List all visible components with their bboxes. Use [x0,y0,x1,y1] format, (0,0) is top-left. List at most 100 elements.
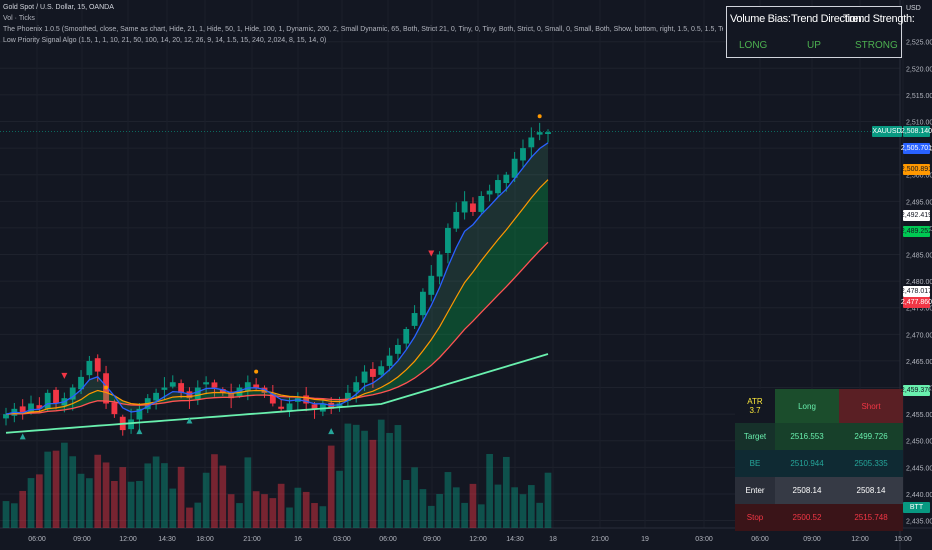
candle-body [369,368,376,377]
ema-200-line [5,353,549,434]
trend-strength-value: STRONG [855,40,898,51]
candle-body [445,227,451,253]
candle-body [253,384,260,388]
volume-bar [77,473,85,528]
candle-body [286,403,293,412]
y-tick-label: 2,445.000 [906,465,932,472]
x-tick-label: 21:00 [243,536,261,543]
price-label: BTT [903,502,930,514]
target-label: Target [735,423,775,450]
volume-bar [177,466,185,528]
volume-bar [527,485,535,528]
x-tick-label: 06:00 [379,536,397,543]
candle-body [94,358,101,372]
x-tick-label: 12:00 [851,536,869,543]
short-header: Short [839,389,903,423]
volume-bar [361,430,368,528]
buy-signal-icon [186,417,193,424]
x-tick-label: 03:00 [333,536,351,543]
price-label: 2,505.701 [900,143,932,155]
buy-signal-icon [328,428,335,435]
x-tick-label: 16 [294,536,302,543]
stop-long: 2500.52 [775,504,839,531]
candle-body [353,382,360,392]
candle-body [203,382,210,385]
y-tick-label: 2,495.000 [906,199,932,206]
candle-body [303,395,310,404]
candle-body [111,402,118,415]
volume-indicator-label: Vol · Ticks [3,15,35,22]
target-short: 2499.726 [839,423,903,450]
buy-signal-icon [136,428,143,435]
price-label: XAUUSD [872,125,902,137]
volume-bar [261,494,268,528]
volume-bar [186,507,193,528]
candle-body [319,403,326,412]
candle-body [378,366,385,375]
enter-long: 2508.14 [775,477,839,504]
candle-body [194,387,201,400]
y-tick-label: 2,500.000 [906,173,932,180]
y-tick-label: 2,485.000 [906,253,932,260]
volume-bar [336,470,343,528]
candle-body [344,392,351,401]
candle-body [528,137,535,148]
volume-bar [294,487,302,528]
trend-strength-header: Trend Strength: [843,13,915,25]
candle-body [520,148,526,161]
y-tick-label: 2,480.000 [906,279,932,286]
candle-body [136,408,143,420]
buy-signal-icon [19,433,26,440]
y-tick-label: 2,455.000 [906,412,932,419]
atr-cell: ATR 3.7 [735,389,775,423]
volume-bar [461,502,468,528]
volume-bar [286,507,293,528]
trend-direction-header: Trend Direction: [791,13,865,25]
volume-bar [194,502,202,528]
x-tick-label: 14:30 [158,536,176,543]
long-header: Long [775,389,839,423]
volume-bar [394,425,402,528]
y-tick-label: 2,515.000 [906,93,932,100]
price-label: 2,492.419 [900,209,932,221]
candle-body [511,158,518,178]
enter-label: Enter [735,477,775,504]
y-tick-label: 2,450.000 [906,439,932,446]
price-label: 2,508.140 [900,125,932,137]
candle-body [169,382,176,387]
pivot-dot-icon [254,369,259,374]
price-label: 2,500.891 [900,164,932,176]
volume-bar [161,463,168,528]
volume-bar [86,478,93,528]
candle-body [478,196,485,212]
volume-bar [327,445,335,528]
volume-bar [436,494,443,528]
volume-bias-header: Volume Bias: [730,13,791,25]
volume-bar [486,453,493,528]
x-tick-label: 12:00 [469,536,487,543]
volume-bar [427,505,435,528]
x-tick-label: 03:00 [695,536,713,543]
candle-body [278,406,285,409]
volume-bar [502,456,510,528]
volume-bar [144,463,152,528]
x-tick-label: 09:00 [73,536,91,543]
volume-bar [344,423,352,528]
x-tick-label: 18 [549,536,557,543]
volume-bar [244,457,252,528]
volume-bar [127,481,135,528]
volume-bar [202,472,210,528]
volume-bar [402,479,410,528]
volume-bar [94,454,102,528]
volume-bar [169,488,177,528]
volume-bar [477,504,485,528]
candle-body [161,387,168,390]
x-tick-label: 19 [641,536,649,543]
candle-body [436,254,443,277]
candle-body [386,355,393,366]
be-label: BE [735,450,775,477]
candle-body [403,329,410,344]
volume-bar [519,494,527,528]
sell-signal-icon [61,372,68,379]
